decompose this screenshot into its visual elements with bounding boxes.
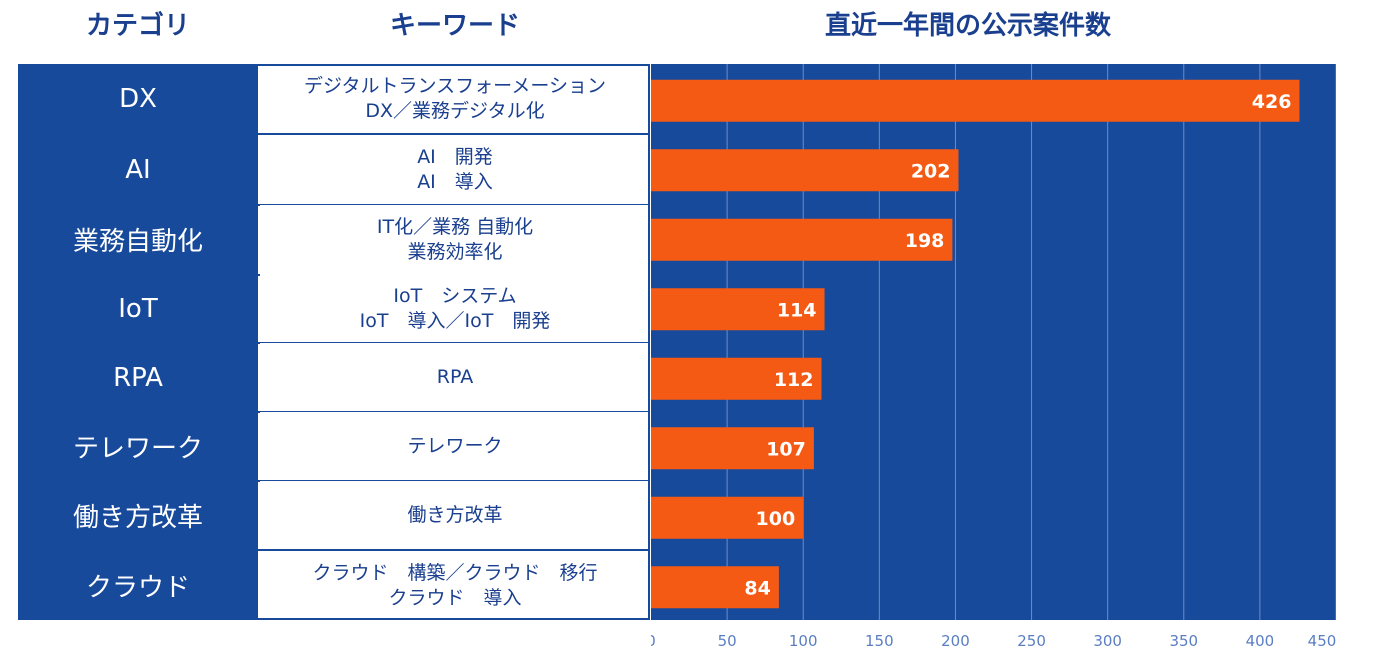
- keyword-line: DX／業務デジタル化: [365, 99, 545, 122]
- keyword-header: キーワード: [389, 11, 520, 41]
- x-tick-label: 300: [1093, 632, 1122, 650]
- category-cell: IoT: [18, 274, 258, 343]
- bar: [651, 288, 825, 331]
- keyword-line: クラウド 構築／クラウド 移行: [312, 561, 598, 584]
- category-header: カテゴリ: [85, 11, 190, 41]
- category-cell: 業務自動化: [18, 205, 258, 274]
- x-tick-label: 400: [1246, 632, 1275, 650]
- keyword-cell: デジタルトランスフォーメーション DX／業務デジタル化: [260, 64, 650, 133]
- bar-value-label: 202: [911, 160, 951, 182]
- table-row: IoT IoT システム IoT 導入／IoT 開発: [18, 274, 650, 343]
- bar-value-label: 114: [777, 299, 817, 321]
- bar: [651, 218, 953, 261]
- bar: [651, 79, 1300, 122]
- keyword-line: デジタルトランスフォーメーション: [303, 74, 607, 97]
- keyword-cell: テレワーク: [260, 412, 650, 481]
- keyword-cell: IT化／業務 自動化 業務効率化: [260, 205, 650, 274]
- table-row: 業務自動化 IT化／業務 自動化 業務効率化: [18, 205, 650, 274]
- keyword-cell: クラウド 構築／クラウド 移行 クラウド 導入: [260, 551, 650, 620]
- category-cell: DX: [18, 64, 258, 133]
- keyword-line: IoT システム: [393, 284, 517, 307]
- x-tick-label: 350: [1169, 632, 1198, 650]
- category-cell: AI: [18, 135, 258, 204]
- bar: [651, 149, 959, 192]
- table-row: テレワーク テレワーク: [18, 412, 650, 481]
- category-table: DX デジタルトランスフォーメーション DX／業務デジタル化 AI AI 開発 …: [18, 64, 650, 620]
- category-cell: 働き方改革: [18, 481, 258, 550]
- x-tick-label: 250: [1017, 632, 1046, 650]
- table-row: AI AI 開発 AI 導入: [18, 135, 650, 204]
- x-tick-label: 50: [718, 632, 737, 650]
- keyword-line: テレワーク: [407, 435, 503, 457]
- bar-chart: 0 50 100 150 200 250 300 350 400 450 426 202 198 114 1…: [651, 64, 1336, 650]
- bar-value-label: 107: [766, 438, 806, 460]
- keyword-cell: RPA: [260, 343, 650, 412]
- keyword-line: AI 導入: [417, 170, 493, 193]
- keyword-line: RPA: [436, 366, 474, 388]
- bar-value-label: 426: [1252, 91, 1292, 113]
- keyword-line: IoT 導入／IoT 開発: [359, 309, 551, 332]
- bar-value-label: 84: [744, 577, 770, 599]
- keyword-line: AI 開発: [417, 145, 493, 168]
- table-row: DX デジタルトランスフォーメーション DX／業務デジタル化: [18, 64, 650, 133]
- x-tick-label: 200: [941, 632, 970, 650]
- bar-value-label: 112: [774, 369, 814, 391]
- table-row: RPA RPA: [18, 343, 650, 412]
- category-cell: RPA: [18, 343, 258, 412]
- keyword-cell: IoT システム IoT 導入／IoT 開発: [260, 274, 650, 343]
- table-row: クラウド クラウド 構築／クラウド 移行 クラウド 導入: [18, 551, 650, 620]
- x-tick-label: 150: [865, 632, 894, 650]
- row-divider: [18, 133, 650, 135]
- bar: [651, 357, 822, 400]
- keyword-cell: AI 開発 AI 導入: [260, 135, 650, 204]
- keyword-line: 働き方改革: [407, 504, 503, 526]
- table-row: 働き方改革 働き方改革: [18, 481, 650, 550]
- x-tick-label: 0: [651, 632, 656, 650]
- keyword-line: IT化／業務 自動化: [376, 215, 534, 238]
- bar-value-label: 198: [905, 230, 945, 252]
- keyword-line: 業務効率化: [407, 240, 503, 263]
- bar: [651, 496, 804, 539]
- bar: [651, 566, 779, 609]
- x-tick-label: 450: [1308, 632, 1336, 650]
- category-cell: クラウド: [18, 551, 258, 620]
- chart-title: 直近一年間の公示案件数: [824, 11, 1111, 41]
- keyword-line: クラウド 導入: [388, 586, 522, 609]
- category-cell: テレワーク: [18, 412, 258, 481]
- bar-value-label: 100: [756, 508, 796, 530]
- row-divider: [18, 549, 650, 551]
- keyword-cell: 働き方改革: [260, 481, 650, 550]
- bar: [651, 427, 814, 470]
- x-tick-label: 100: [789, 632, 818, 650]
